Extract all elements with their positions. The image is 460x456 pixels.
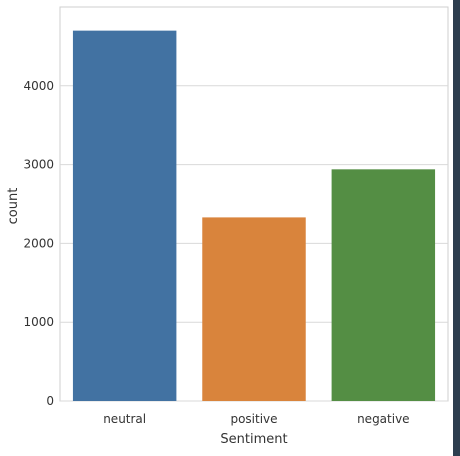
x-tick-label-positive: positive	[230, 412, 277, 426]
bars	[72, 30, 436, 401]
x-axis-label: Sentiment	[220, 432, 287, 447]
y-axis-label: count	[6, 188, 21, 225]
y-tick-label-2000: 2000	[23, 236, 54, 250]
bar-neutral	[72, 30, 177, 401]
y-tick-label-0: 0	[46, 394, 54, 408]
bar-negative	[331, 169, 436, 401]
x-tick-label-neutral: neutral	[103, 412, 146, 426]
y-tick-label-1000: 1000	[23, 315, 54, 329]
y-ticks: 0 1000 2000 3000 4000	[23, 79, 54, 408]
right-edge-strip	[453, 0, 460, 456]
bar-positive	[202, 217, 306, 401]
y-tick-label-4000: 4000	[23, 79, 54, 93]
x-tick-label-negative: negative	[357, 412, 409, 426]
y-tick-label-3000: 3000	[23, 158, 54, 172]
x-ticks: neutral positive negative	[103, 412, 409, 426]
